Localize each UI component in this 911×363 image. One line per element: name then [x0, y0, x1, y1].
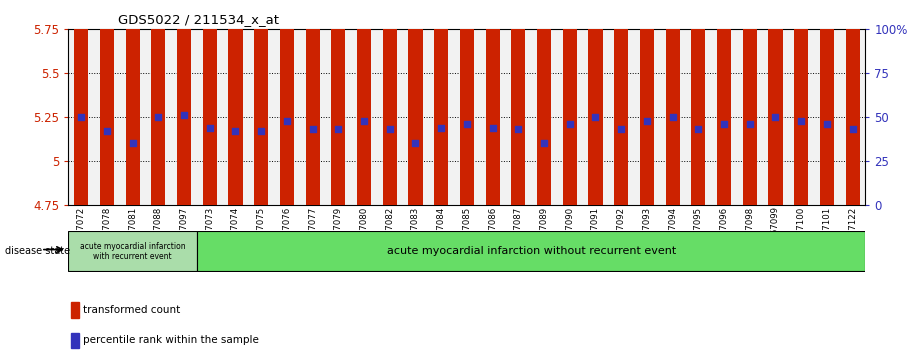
- Bar: [357, 0, 371, 205]
- Point: [228, 128, 242, 134]
- Bar: [435, 0, 448, 205]
- Point: [589, 114, 603, 120]
- Bar: [332, 0, 345, 205]
- Point: [537, 140, 551, 146]
- Bar: [794, 0, 808, 205]
- Point: [408, 140, 423, 146]
- Bar: [177, 0, 191, 205]
- Bar: [666, 0, 680, 205]
- Bar: [614, 0, 629, 205]
- Point: [434, 125, 448, 131]
- Bar: [640, 0, 654, 205]
- Point: [820, 121, 834, 127]
- Point: [151, 114, 166, 120]
- Point: [99, 128, 114, 134]
- Bar: [202, 0, 217, 205]
- Bar: [820, 0, 834, 205]
- Point: [126, 140, 140, 146]
- Bar: [71, 302, 79, 318]
- Point: [383, 126, 397, 132]
- Bar: [589, 0, 602, 205]
- Point: [793, 118, 808, 123]
- Bar: [845, 0, 860, 205]
- Point: [665, 114, 680, 120]
- Bar: [742, 0, 757, 205]
- Bar: [511, 0, 526, 205]
- Point: [742, 121, 757, 127]
- Bar: [691, 0, 705, 205]
- Bar: [280, 0, 294, 205]
- Text: disease state: disease state: [5, 246, 69, 256]
- Point: [717, 121, 732, 127]
- Point: [254, 128, 269, 134]
- Bar: [305, 0, 320, 205]
- Point: [74, 114, 88, 120]
- FancyBboxPatch shape: [68, 231, 197, 272]
- Point: [280, 118, 294, 123]
- Text: GDS5022 / 211534_x_at: GDS5022 / 211534_x_at: [118, 13, 280, 26]
- Point: [331, 126, 345, 132]
- Bar: [254, 0, 268, 205]
- Point: [486, 125, 500, 131]
- Bar: [71, 333, 79, 348]
- Bar: [74, 0, 88, 205]
- Text: transformed count: transformed count: [83, 305, 180, 315]
- Point: [511, 126, 526, 132]
- Point: [768, 114, 783, 120]
- Text: acute myocardial infarction
with recurrent event: acute myocardial infarction with recurre…: [80, 242, 186, 261]
- Bar: [408, 0, 423, 205]
- Point: [640, 118, 654, 123]
- Point: [177, 113, 191, 118]
- Point: [562, 121, 577, 127]
- Bar: [486, 0, 499, 205]
- Point: [305, 126, 320, 132]
- Point: [459, 121, 474, 127]
- Bar: [229, 0, 242, 205]
- Point: [357, 118, 372, 123]
- Text: acute myocardial infarction without recurrent event: acute myocardial infarction without recu…: [386, 246, 676, 256]
- Bar: [126, 0, 139, 205]
- FancyBboxPatch shape: [197, 231, 865, 272]
- Bar: [151, 0, 166, 205]
- Bar: [717, 0, 732, 205]
- Text: percentile rank within the sample: percentile rank within the sample: [83, 335, 259, 346]
- Point: [691, 126, 706, 132]
- Bar: [383, 0, 397, 205]
- Bar: [537, 0, 551, 205]
- Bar: [563, 0, 577, 205]
- Bar: [460, 0, 474, 205]
- Bar: [768, 0, 783, 205]
- Point: [202, 125, 217, 131]
- Point: [845, 126, 860, 132]
- Point: [614, 126, 629, 132]
- Bar: [100, 0, 114, 205]
